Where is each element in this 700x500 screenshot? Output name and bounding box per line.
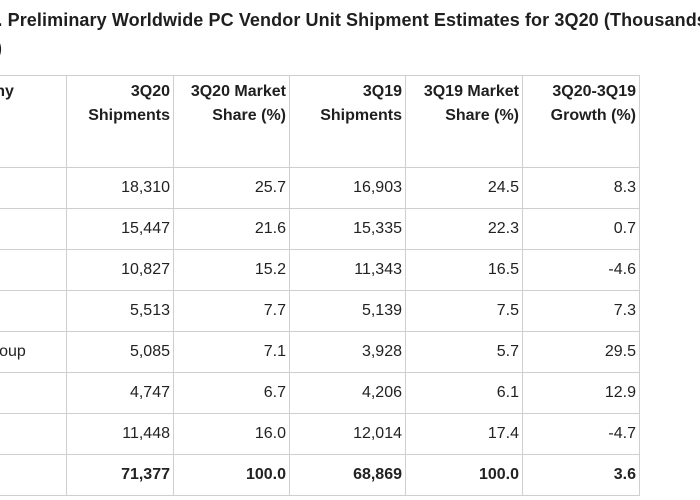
table-header-row: Company 3Q20 Shipments 3Q20 Market Share…	[0, 75, 640, 168]
cell-growth: 29.5	[522, 331, 640, 373]
cell-3q20-shipments: 71,377	[66, 454, 174, 496]
cell-3q19-share: 5.7	[405, 331, 523, 373]
cell-3q19-shipments: 15,335	[289, 208, 406, 250]
cell-growth: 0.7	[522, 208, 640, 250]
cell-growth: 12.9	[522, 372, 640, 414]
cell-growth: 8.3	[522, 167, 640, 209]
cell-3q19-share: 16.5	[405, 249, 523, 291]
cell-company: Acer Group	[0, 331, 67, 373]
table-title: Table 1. Preliminary Worldwide PC Vendor…	[0, 10, 700, 30]
cell-3q19-shipments: 3,928	[289, 331, 406, 373]
table-title-continuation: )	[0, 38, 2, 59]
cell-3q19-share: 22.3	[405, 208, 523, 250]
cell-3q20-share: 16.0	[173, 413, 290, 455]
cell-3q20-shipments: 4,747	[66, 372, 174, 414]
cell-3q20-shipments: 11,448	[66, 413, 174, 455]
cell-3q20-shipments: 10,827	[66, 249, 174, 291]
cell-company: Lenovo	[0, 167, 67, 209]
col-header-company: Company	[0, 75, 67, 168]
cell-3q19-shipments: 4,206	[289, 372, 406, 414]
cell-3q20-share: 25.7	[173, 167, 290, 209]
col-header-3q19-share: 3Q19 Market Share (%)	[405, 75, 523, 168]
cell-3q19-shipments: 68,869	[289, 454, 406, 496]
cell-3q19-shipments: 12,014	[289, 413, 406, 455]
cell-company: Dell	[0, 249, 67, 291]
cell-3q19-share: 100.0	[405, 454, 523, 496]
cell-growth: -4.6	[522, 249, 640, 291]
col-header-growth: 3Q20-3Q19 Growth (%)	[522, 75, 640, 168]
cell-3q20-shipments: 15,447	[66, 208, 174, 250]
cell-3q19-share: 6.1	[405, 372, 523, 414]
cell-3q19-shipments: 11,343	[289, 249, 406, 291]
col-header-3q20-shipments: 3Q20 Shipments	[66, 75, 174, 168]
cell-3q19-share: 17.4	[405, 413, 523, 455]
cell-growth: 7.3	[522, 290, 640, 332]
cell-company: Others	[0, 413, 67, 455]
col-header-3q20-share: 3Q20 Market Share (%)	[173, 75, 290, 168]
cell-3q20-share: 100.0	[173, 454, 290, 496]
cell-3q20-share: 6.7	[173, 372, 290, 414]
cell-3q20-share: 7.1	[173, 331, 290, 373]
cell-3q20-shipments: 18,310	[66, 167, 174, 209]
cell-company: Apple	[0, 290, 67, 332]
cell-growth: -4.7	[522, 413, 640, 455]
cell-3q20-share: 15.2	[173, 249, 290, 291]
cell-3q20-share: 21.6	[173, 208, 290, 250]
cell-company: ASUS	[0, 372, 67, 414]
cell-company: Total	[0, 454, 67, 496]
cell-growth: 3.6	[522, 454, 640, 496]
cell-3q20-shipments: 5,513	[66, 290, 174, 332]
cell-3q20-share: 7.7	[173, 290, 290, 332]
col-header-3q19-shipments: 3Q19 Shipments	[289, 75, 406, 168]
shipments-table: Company 3Q20 Shipments 3Q20 Market Share…	[0, 75, 640, 496]
cell-3q19-share: 7.5	[405, 290, 523, 332]
cell-3q19-share: 24.5	[405, 167, 523, 209]
cell-3q19-shipments: 5,139	[289, 290, 406, 332]
cell-company: HP Inc.	[0, 208, 67, 250]
cell-3q20-shipments: 5,085	[66, 331, 174, 373]
cell-3q19-shipments: 16,903	[289, 167, 406, 209]
